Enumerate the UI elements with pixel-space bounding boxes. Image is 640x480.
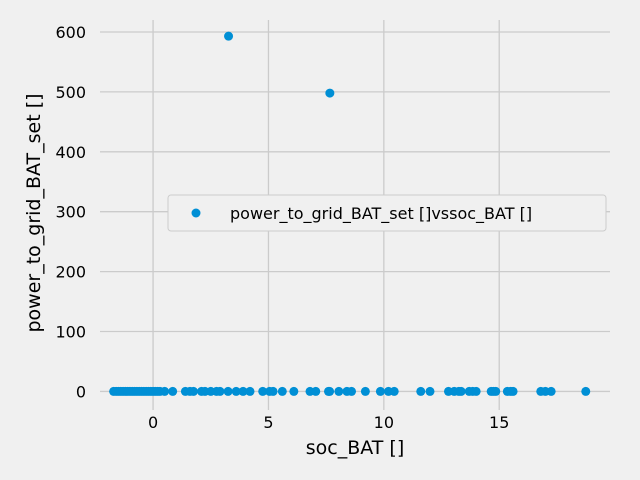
- y-tick-label: 600: [55, 23, 86, 42]
- legend: power_to_grid_BAT_set []vssoc_BAT []: [167, 194, 607, 232]
- data-point: [238, 386, 248, 396]
- data-point: [347, 386, 357, 396]
- data-point: [508, 386, 518, 396]
- y-tick-label: 500: [55, 83, 86, 102]
- data-point: [160, 386, 170, 396]
- data-point: [375, 386, 385, 396]
- data-point: [311, 386, 321, 396]
- data-point: [546, 386, 556, 396]
- x-tick-label: 15: [489, 413, 509, 432]
- data-point: [245, 386, 255, 396]
- x-tick-label: 5: [263, 413, 273, 432]
- data-point: [581, 386, 591, 396]
- y-tick-label: 300: [55, 203, 86, 222]
- data-point: [325, 386, 335, 396]
- data-point: [491, 386, 501, 396]
- data-point: [215, 386, 225, 396]
- data-point: [277, 386, 287, 396]
- x-axis-label: soc_BAT []: [306, 437, 405, 459]
- x-tick-label: 0: [148, 413, 158, 432]
- y-axis-label: power_to_grid_BAT_set []: [23, 93, 45, 332]
- data-point: [456, 386, 466, 396]
- data-point: [223, 386, 233, 396]
- data-point: [389, 386, 399, 396]
- data-point: [231, 386, 241, 396]
- data-point: [325, 88, 335, 98]
- y-tick-label: 200: [55, 263, 86, 282]
- data-point: [360, 386, 370, 396]
- data-point: [258, 386, 268, 396]
- data-point: [289, 386, 299, 396]
- data-point: [471, 386, 481, 396]
- y-tick-labels: 0 100 200 300 400 500 600: [55, 23, 86, 401]
- data-point: [268, 386, 278, 396]
- x-tick-labels: 0 5 10 15: [148, 413, 509, 432]
- data-point: [416, 386, 426, 396]
- data-point: [425, 386, 435, 396]
- y-tick-label: 400: [55, 143, 86, 162]
- data-point: [188, 386, 198, 396]
- data-points: [109, 31, 591, 396]
- y-tick-label: 0: [76, 382, 86, 401]
- x-tick-label: 10: [374, 413, 394, 432]
- data-point: [224, 31, 234, 41]
- data-point: [334, 386, 344, 396]
- y-tick-label: 100: [55, 323, 86, 342]
- legend-box: [167, 194, 607, 232]
- legend-label: power_to_grid_BAT_set []vssoc_BAT []: [230, 204, 532, 224]
- data-point: [168, 386, 178, 396]
- legend-marker: [191, 208, 201, 218]
